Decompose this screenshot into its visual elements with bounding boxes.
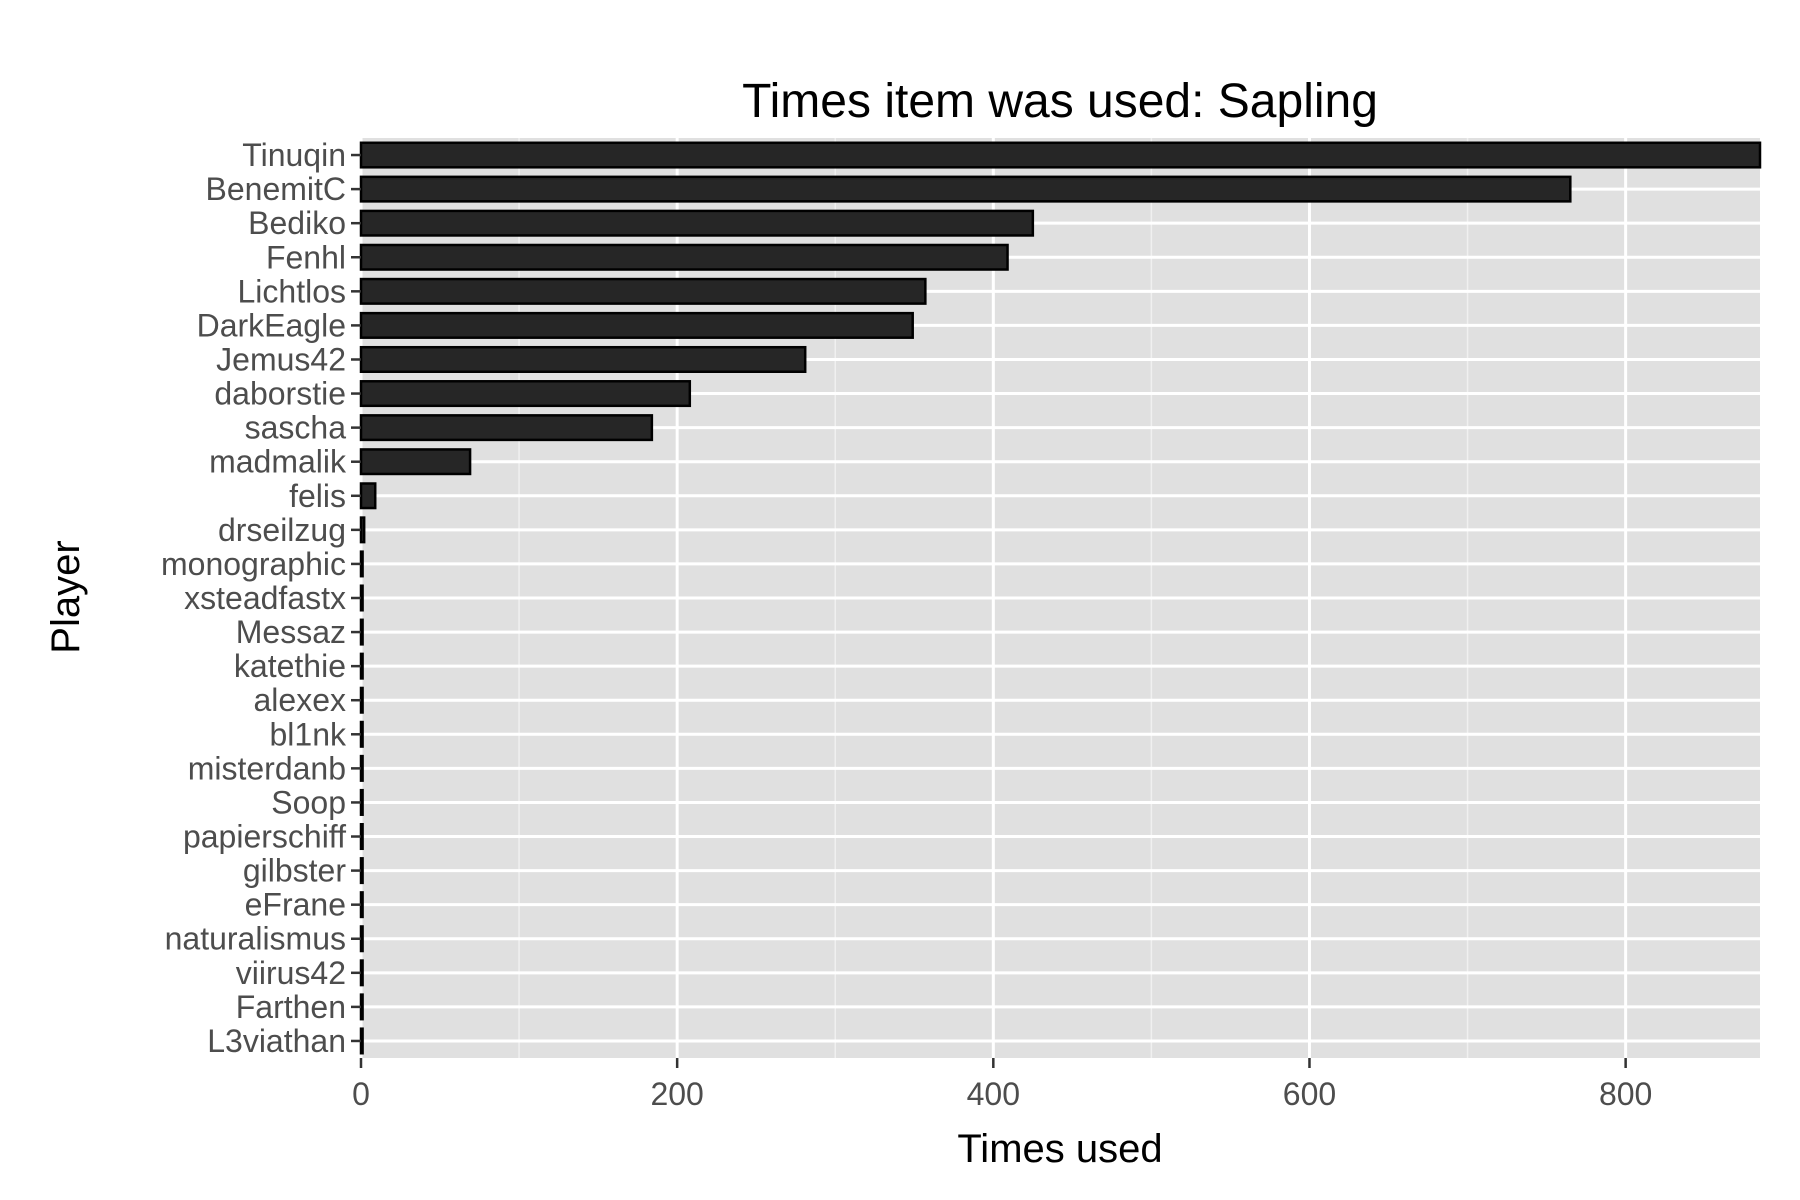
x-tick-label: 400 (967, 1076, 1020, 1112)
bar-drseilzug (359, 516, 366, 544)
y-tick-label: Lichtlos (238, 273, 347, 309)
y-tick-label: papierschiff (183, 819, 346, 855)
bar-Messaz (359, 618, 364, 646)
y-tick-label: Bediko (248, 205, 346, 241)
bar-Jemus42 (359, 345, 807, 373)
y-tick-label: daborstie (214, 376, 346, 412)
y-tick-label: felis (289, 478, 346, 514)
bar-Lichtlos (359, 277, 927, 305)
y-tick-label: sascha (245, 410, 347, 446)
y-tick-label: drseilzug (218, 512, 346, 548)
y-tick-label: Messaz (236, 614, 346, 650)
bar-madmalik (359, 448, 472, 476)
y-tick-label: misterdanb (188, 750, 346, 786)
bar-L3viathan (359, 1027, 364, 1055)
x-axis: 0 200 400 600 800 (352, 1058, 1652, 1112)
bar-monographic (359, 550, 364, 578)
y-tick-label: Soop (271, 784, 346, 820)
bar-Farthen (359, 993, 364, 1021)
bar-daborstie (359, 380, 692, 408)
bar-viirus42 (359, 959, 364, 987)
y-axis: TinuqinBenemitCBedikoFenhlLichtlosDarkEa… (161, 137, 361, 1059)
y-tick-label: Farthen (236, 989, 346, 1025)
y-tick-label: DarkEagle (197, 307, 346, 343)
y-tick-label: L3viathan (207, 1023, 346, 1059)
x-axis-title: Times used (957, 1127, 1162, 1171)
bar-eFrane (359, 891, 364, 919)
y-tick-label: xsteadfastx (184, 580, 346, 616)
y-tick-label: monographic (161, 546, 346, 582)
bar-papierschiff (359, 823, 364, 851)
bar-Soop (359, 788, 364, 816)
bar-Tinuqin (359, 141, 1762, 169)
bar-xsteadfastx (359, 584, 364, 612)
y-tick-label: viirus42 (236, 955, 346, 991)
y-tick-label: bl1nk (270, 716, 348, 752)
y-tick-label: katethie (234, 648, 346, 684)
bar-Fenhl (359, 243, 1009, 271)
bar-sascha (359, 414, 654, 442)
y-tick-label: naturalismus (165, 921, 346, 957)
y-tick-label: gilbster (243, 853, 347, 889)
bar-bl1nk (359, 720, 364, 748)
bar-alexex (359, 686, 364, 714)
x-tick-label: 600 (1283, 1076, 1336, 1112)
bar-misterdanb (359, 754, 364, 782)
y-tick-label: alexex (254, 682, 347, 718)
plot-panel (359, 138, 1762, 1058)
y-axis-title: Player (44, 540, 88, 653)
bar-DarkEagle (359, 311, 914, 339)
x-tick-label: 0 (352, 1076, 370, 1112)
y-tick-label: Fenhl (266, 239, 346, 275)
y-tick-label: Jemus42 (216, 341, 346, 377)
y-tick-label: madmalik (209, 444, 347, 480)
x-tick-label: 200 (650, 1076, 703, 1112)
bar-felis (359, 482, 377, 510)
bar-naturalismus (359, 925, 364, 953)
y-tick-label: eFrane (245, 887, 346, 923)
bar-Bediko (359, 209, 1035, 237)
x-tick-label: 800 (1599, 1076, 1652, 1112)
bar-katethie (359, 652, 364, 680)
chart-title: Times item was used: Sapling (742, 75, 1378, 128)
y-tick-label: BenemitC (206, 171, 347, 207)
bar-BenemitC (359, 175, 1572, 203)
y-tick-label: Tinuqin (242, 137, 346, 173)
bar-gilbster (359, 857, 364, 885)
